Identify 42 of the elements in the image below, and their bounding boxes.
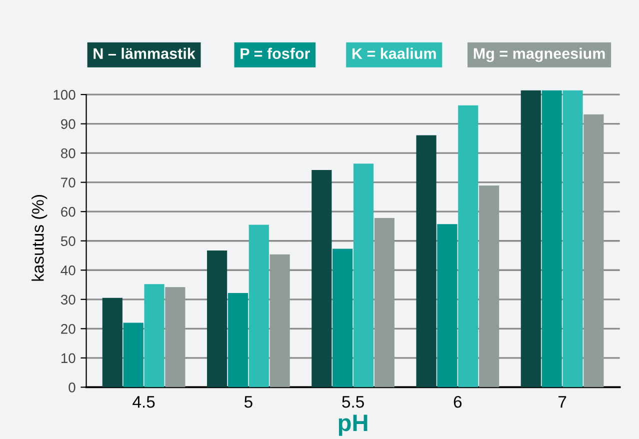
bar bbox=[458, 105, 478, 388]
bar bbox=[437, 224, 458, 388]
bar bbox=[332, 248, 353, 388]
x-axis-title: pH bbox=[338, 414, 368, 436]
bar bbox=[248, 224, 269, 388]
y-tick-label: 80 bbox=[61, 148, 76, 158]
x-tick-label: 4.5 bbox=[132, 396, 155, 408]
x-tick-label: 7 bbox=[558, 396, 566, 408]
bar bbox=[520, 90, 541, 388]
y-tick-label: 60 bbox=[61, 206, 76, 217]
bar bbox=[102, 298, 122, 388]
bar bbox=[228, 292, 248, 388]
x-tick-label: 5.5 bbox=[342, 396, 364, 408]
y-tick-label: 30 bbox=[60, 294, 76, 305]
text: N – lämmastik bbox=[94, 48, 196, 59]
bar bbox=[270, 254, 290, 388]
y-tick-label: 50 bbox=[60, 236, 76, 246]
x-tick-label: 5 bbox=[244, 396, 252, 408]
y-tick-label: 10 bbox=[61, 353, 76, 364]
bar bbox=[144, 284, 164, 388]
y-tick-label: 0 bbox=[68, 382, 76, 392]
bar bbox=[416, 135, 436, 388]
bar bbox=[206, 250, 228, 388]
y-tick-label: 90 bbox=[61, 119, 76, 129]
y-tick-label: 20 bbox=[61, 324, 76, 334]
y-axis-title: kasutus (%) bbox=[32, 194, 48, 281]
bar bbox=[374, 218, 394, 388]
bar bbox=[165, 287, 186, 388]
bar bbox=[584, 114, 604, 388]
bar bbox=[479, 186, 500, 388]
bar bbox=[562, 90, 583, 388]
bar bbox=[353, 164, 374, 388]
y-tick-label: 70 bbox=[61, 178, 76, 188]
bar bbox=[542, 90, 562, 388]
bar bbox=[312, 170, 332, 388]
text: K = kaalium bbox=[352, 48, 436, 59]
text: Mg = magneesium bbox=[474, 48, 605, 62]
text: P = fosfor bbox=[240, 48, 310, 59]
bar bbox=[123, 322, 144, 388]
y-tick-label: 40 bbox=[60, 265, 76, 276]
x-tick-label: 6 bbox=[454, 396, 462, 408]
y-tick-label: 100 bbox=[54, 90, 76, 100]
